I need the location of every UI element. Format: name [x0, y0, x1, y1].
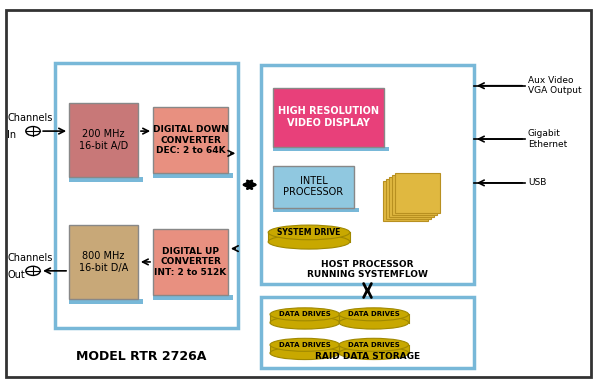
Circle shape	[26, 126, 40, 136]
Ellipse shape	[270, 338, 340, 351]
Text: DIGITAL UP
CONVERTER
INT: 2 to 512K: DIGITAL UP CONVERTER INT: 2 to 512K	[154, 247, 227, 277]
Text: HOST PROCESSOR
RUNNING SYSTEMFLOW: HOST PROCESSOR RUNNING SYSTEMFLOW	[307, 260, 428, 279]
Bar	[69, 177, 143, 182]
Text: 800 MHz
16-bit D/A: 800 MHz 16-bit D/A	[79, 251, 128, 273]
Bar	[133, 103, 138, 182]
Ellipse shape	[339, 347, 409, 360]
Bar	[153, 173, 233, 178]
Bar	[223, 229, 228, 300]
Bar	[133, 225, 138, 304]
Text: MODEL RTR 2726A: MODEL RTR 2726A	[76, 350, 206, 363]
Bar	[69, 225, 138, 299]
Ellipse shape	[268, 234, 350, 249]
Ellipse shape	[339, 308, 409, 321]
Text: Out: Out	[7, 270, 25, 280]
Text: Gigabit
Ethernet: Gigabit Ethernet	[528, 130, 567, 149]
Bar	[261, 65, 474, 284]
Ellipse shape	[268, 225, 350, 240]
Bar	[69, 103, 138, 177]
Bar	[261, 297, 474, 368]
Bar	[55, 63, 238, 328]
Text: Channels: Channels	[7, 253, 53, 263]
Text: 200 MHz
16-bit A/D: 200 MHz 16-bit A/D	[79, 129, 128, 151]
Text: In: In	[7, 130, 16, 140]
Text: HIGH RESOLUTION
VIDEO DISPLAY: HIGH RESOLUTION VIDEO DISPLAY	[278, 106, 379, 128]
Bar	[395, 173, 440, 213]
Bar	[383, 181, 428, 221]
Bar	[386, 179, 431, 219]
Text: RAID DATA STORAGE: RAID DATA STORAGE	[315, 352, 420, 362]
Bar	[273, 147, 389, 151]
Bar	[223, 107, 228, 178]
Ellipse shape	[270, 308, 340, 321]
Text: DATA DRIVES: DATA DRIVES	[348, 311, 400, 317]
Text: SYSTEM DRIVE: SYSTEM DRIVE	[277, 228, 341, 237]
Bar	[69, 299, 143, 304]
Text: INTEL
PROCESSOR: INTEL PROCESSOR	[283, 176, 344, 197]
Text: DATA DRIVES: DATA DRIVES	[348, 342, 400, 348]
Text: DATA DRIVES: DATA DRIVES	[279, 311, 331, 317]
Bar	[339, 314, 409, 323]
Bar	[339, 345, 409, 353]
Bar	[153, 295, 233, 300]
Ellipse shape	[339, 338, 409, 351]
Text: DDR
SDRAM: DDR SDRAM	[393, 187, 430, 207]
Text: DIGITAL DOWN
CONVERTER
DEC: 2 to 64K: DIGITAL DOWN CONVERTER DEC: 2 to 64K	[152, 125, 229, 155]
Bar	[268, 232, 350, 242]
Bar	[392, 175, 437, 215]
Bar	[389, 177, 434, 217]
Text: Aux Video
VGA Output: Aux Video VGA Output	[528, 76, 581, 95]
Bar	[153, 229, 228, 295]
Ellipse shape	[270, 347, 340, 360]
Bar	[273, 88, 384, 147]
Ellipse shape	[270, 316, 340, 329]
Text: DATA DRIVES: DATA DRIVES	[279, 342, 331, 348]
Ellipse shape	[339, 316, 409, 329]
Bar	[270, 345, 340, 353]
Bar	[349, 166, 354, 212]
Bar	[153, 107, 228, 173]
Bar	[273, 208, 359, 212]
Text: USB: USB	[528, 178, 547, 187]
Bar	[273, 166, 354, 208]
Bar	[270, 314, 340, 323]
Circle shape	[26, 266, 40, 275]
Text: Channels: Channels	[7, 113, 53, 123]
Bar	[379, 88, 384, 151]
